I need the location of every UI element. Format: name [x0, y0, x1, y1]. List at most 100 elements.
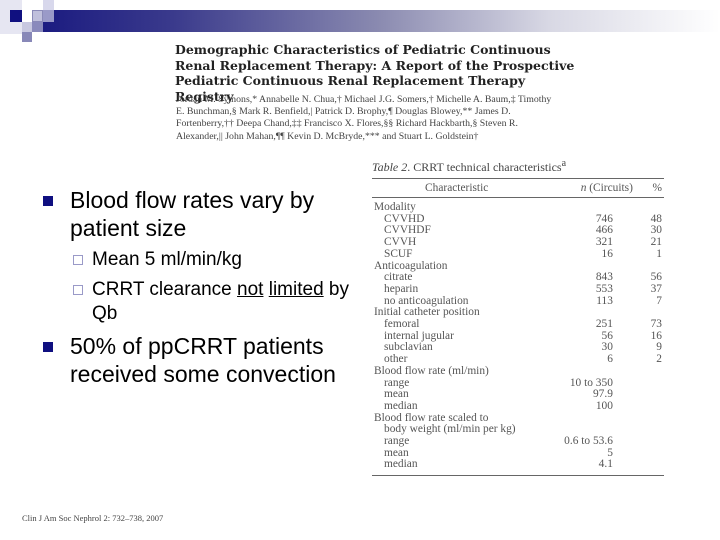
table-cell-label: body weight (ml/min per kg)	[384, 423, 516, 436]
bullet-text: Blood flow rates vary by patient size	[70, 187, 315, 241]
table-cell-n: 16	[601, 247, 613, 260]
square-bullet-icon	[43, 196, 53, 206]
table-cell-n: 321	[595, 236, 613, 249]
table-cell-label: CVVHD	[384, 212, 425, 225]
table-row: Initial catheter position	[372, 307, 664, 319]
table-cell-n: 10 to 350	[569, 376, 613, 389]
table-row: range 10 to 350	[372, 376, 664, 390]
table-cell-n: 843	[595, 271, 613, 284]
table-cell-n: 56	[601, 329, 613, 342]
table-cell-n: 0.6 to 53.6	[564, 435, 613, 448]
decor-square	[22, 32, 32, 42]
bullet-list: Blood flow rates vary by patient size Me…	[40, 186, 350, 394]
col-characteristic: Characteristic	[372, 178, 542, 198]
table-row: Modality	[372, 198, 664, 214]
table-row: Anticoagulation	[372, 259, 664, 273]
table-row: mean 5	[372, 446, 664, 460]
underlined-text: not	[237, 279, 264, 300]
table-row: citrate 843 56	[372, 272, 664, 284]
sub-bullet-text-pre: CRRT clearance	[92, 279, 238, 300]
table-cell-n: 746	[595, 212, 613, 225]
table-cell-n: 251	[595, 318, 613, 331]
table-cell-pct	[647, 424, 664, 436]
table-cell-pct: 16	[650, 329, 662, 342]
caption-label: Table 2	[372, 160, 408, 174]
table-row: CVVHD 746 48	[372, 212, 664, 226]
table-row: CVVH 321 21	[372, 236, 664, 249]
table-cell-n: 5	[607, 446, 613, 459]
table-cell-pct	[647, 366, 664, 378]
paper-title: Demographic Characteristics of Pediatric…	[175, 42, 575, 104]
table-cell-label: SCUF	[384, 247, 413, 260]
table-cell-n: 466	[595, 224, 613, 237]
decor-square	[43, 10, 54, 22]
table-row: Blood flow rate scaled to	[372, 411, 664, 425]
table-cell-pct: 73	[650, 318, 662, 331]
table-caption: Table 2. CRRT technical characteristicsa	[372, 158, 664, 175]
table-cell-label: Modality	[374, 201, 416, 213]
decor-square	[43, 0, 54, 10]
table-row: SCUF 16 1	[372, 247, 664, 261]
table-cell-n: 113	[596, 294, 613, 307]
table-cell-label: internal jugular	[384, 329, 454, 342]
table-cell-pct: 48	[650, 212, 662, 225]
table-cell-label: Blood flow rate scaled to	[374, 411, 489, 424]
table-cell-label: mean	[384, 388, 409, 401]
table-cell-n	[541, 366, 647, 378]
table-cell-pct	[646, 459, 664, 477]
table-cell-n	[541, 307, 647, 319]
table-row: femoral 251 73	[372, 318, 664, 331]
citation: Clin J Am Soc Nephrol 2: 732–738, 2007	[22, 513, 164, 523]
table-cell-pct	[647, 389, 664, 401]
decor-square	[22, 22, 32, 32]
table-cell-label: other	[384, 353, 408, 366]
table-cell-pct: 2	[656, 353, 662, 366]
sub-bullet-item: Mean 5 ml/min/kg	[40, 248, 350, 272]
table-cell-pct	[647, 198, 664, 214]
table-cell-label: Initial catheter position	[374, 306, 480, 319]
table-cell-pct	[647, 448, 664, 460]
table-row: heparin 553 37	[372, 282, 664, 296]
table-header-row: Characteristic n (Circuits) %	[372, 178, 664, 198]
table-row: other 6 2	[372, 353, 664, 366]
table-cell-label: citrate	[384, 271, 413, 284]
table-row: range 0.6 to 53.6	[372, 435, 664, 448]
decor-square	[10, 10, 22, 22]
crrt-table: Table 2. CRRT technical characteristicsa…	[372, 158, 664, 477]
table-cell-pct: 56	[650, 271, 662, 284]
table-cell-pct	[647, 413, 664, 425]
table-cell-label: Blood flow rate (ml/min)	[374, 364, 489, 377]
caption-footnote: a	[561, 158, 567, 169]
table-cell-label: median	[372, 459, 542, 477]
hollow-square-bullet-icon	[73, 255, 83, 265]
table-cell-n	[541, 413, 647, 425]
sub-bullet-item: CRRT clearance not limited by Qb	[40, 278, 350, 326]
table-cell-label: CVVHDF	[384, 224, 431, 237]
table-cell-n	[541, 261, 647, 273]
table-cell-pct: 1	[656, 247, 662, 260]
table-cell-pct	[647, 378, 664, 390]
decor-square	[32, 22, 43, 32]
table-row: subclavian 30 9	[372, 342, 664, 354]
table-cell-label: no anticoagulation	[384, 294, 469, 307]
table-row: Blood flow rate (ml/min)	[372, 364, 664, 378]
caption-text: . CRRT technical characteristics	[407, 160, 562, 174]
table-cell-label: Anticoagulation	[374, 259, 448, 272]
table-row: mean 97.9	[372, 389, 664, 401]
table-cell-label: CVVH	[384, 236, 417, 249]
table-cell-pct: 30	[650, 224, 662, 237]
sub-bullet-text-post: by Qb	[92, 279, 349, 324]
table-cell-n: 4.1	[541, 459, 647, 477]
table-row: internal jugular 56 16	[372, 329, 664, 343]
square-bullet-icon	[43, 342, 53, 352]
table-cell-n: 100	[595, 399, 613, 412]
table-cell-n	[541, 198, 647, 214]
table-cell-label: subclavian	[384, 341, 433, 354]
col-n-circuits: n (Circuits)	[541, 178, 647, 198]
table-cell-n: 6	[607, 353, 613, 366]
bullet-text: 50% of ppCRRT patients received some con…	[70, 333, 336, 387]
table-cell-pct: 21	[650, 236, 662, 249]
table-cell-n: 30	[601, 341, 613, 354]
table-cell-n: 553	[595, 282, 613, 295]
table-cell-pct	[647, 436, 664, 448]
